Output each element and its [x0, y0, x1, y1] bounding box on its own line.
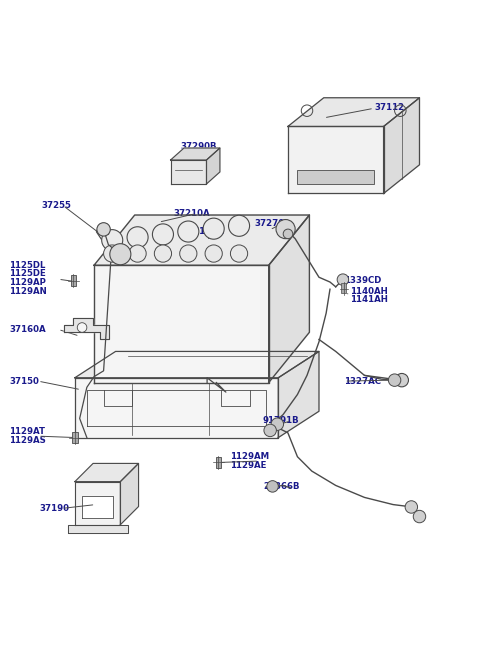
Circle shape	[155, 245, 171, 262]
Polygon shape	[94, 215, 310, 265]
Text: 37290B: 37290B	[180, 142, 216, 151]
Polygon shape	[75, 352, 319, 378]
Polygon shape	[384, 98, 420, 193]
Polygon shape	[75, 464, 139, 481]
Text: 1129AM: 1129AM	[230, 452, 270, 461]
Circle shape	[388, 374, 401, 386]
Polygon shape	[288, 126, 384, 193]
Circle shape	[129, 245, 146, 262]
Text: 37110A: 37110A	[187, 227, 224, 236]
Text: 91791B: 91791B	[263, 417, 300, 425]
Polygon shape	[278, 352, 319, 438]
Polygon shape	[64, 318, 109, 339]
Circle shape	[267, 481, 278, 492]
Circle shape	[337, 274, 348, 286]
Text: 37210A: 37210A	[173, 209, 210, 218]
Circle shape	[153, 224, 173, 245]
Text: 37255: 37255	[41, 201, 71, 210]
Polygon shape	[269, 215, 310, 383]
Polygon shape	[68, 525, 128, 533]
Circle shape	[104, 245, 121, 262]
Circle shape	[228, 215, 250, 236]
Text: 37190: 37190	[40, 504, 70, 513]
Text: 1140AH: 1140AH	[350, 287, 388, 295]
Circle shape	[180, 245, 197, 262]
Polygon shape	[94, 265, 269, 383]
Text: 1339CD: 1339CD	[344, 276, 382, 285]
Circle shape	[110, 244, 131, 265]
Text: 1129AN: 1129AN	[9, 287, 47, 295]
Circle shape	[102, 230, 123, 251]
Circle shape	[413, 510, 426, 523]
Polygon shape	[170, 148, 220, 160]
Text: 1129AT: 1129AT	[9, 427, 45, 436]
Text: 1129AE: 1129AE	[230, 461, 267, 470]
Polygon shape	[75, 378, 278, 438]
Bar	[298, 170, 374, 184]
Text: 37160A: 37160A	[9, 325, 46, 334]
Text: 1125DE: 1125DE	[9, 269, 46, 278]
Polygon shape	[288, 98, 420, 126]
Circle shape	[271, 418, 284, 430]
Text: 28366B: 28366B	[263, 482, 300, 491]
Circle shape	[276, 219, 295, 238]
Polygon shape	[206, 148, 220, 184]
Circle shape	[395, 373, 408, 387]
Circle shape	[264, 424, 276, 437]
Text: 1129AS: 1129AS	[9, 436, 46, 445]
Bar	[71, 275, 76, 286]
Circle shape	[97, 223, 110, 236]
Text: 1125DL: 1125DL	[9, 261, 46, 270]
Bar	[216, 457, 221, 468]
Circle shape	[178, 221, 199, 242]
Circle shape	[283, 229, 293, 238]
Circle shape	[203, 218, 224, 239]
Bar	[341, 284, 346, 293]
Text: 1327AC: 1327AC	[344, 377, 381, 386]
Polygon shape	[120, 464, 139, 525]
Text: 1129AP: 1129AP	[9, 278, 46, 287]
Polygon shape	[75, 481, 120, 525]
Circle shape	[405, 501, 418, 514]
Circle shape	[230, 245, 248, 262]
Text: 37112: 37112	[374, 103, 404, 112]
Polygon shape	[170, 160, 206, 184]
Text: 37270: 37270	[254, 219, 285, 228]
Bar	[72, 432, 78, 443]
Circle shape	[205, 245, 222, 262]
Text: 37150: 37150	[9, 377, 39, 386]
Circle shape	[77, 323, 87, 332]
Circle shape	[127, 227, 148, 248]
Text: 1141AH: 1141AH	[350, 295, 388, 304]
Polygon shape	[82, 496, 113, 517]
